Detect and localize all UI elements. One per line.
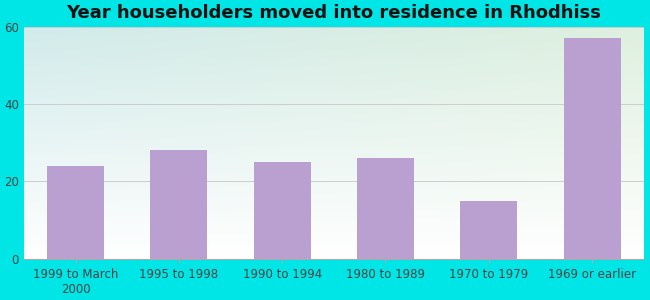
Bar: [254, 162, 311, 259]
Bar: [564, 38, 621, 259]
Bar: [47, 166, 104, 259]
Bar: [460, 201, 517, 259]
Title: Year householders moved into residence in Rhodhiss: Year householders moved into residence i…: [66, 4, 601, 22]
Bar: [357, 158, 414, 259]
Bar: [150, 150, 207, 259]
